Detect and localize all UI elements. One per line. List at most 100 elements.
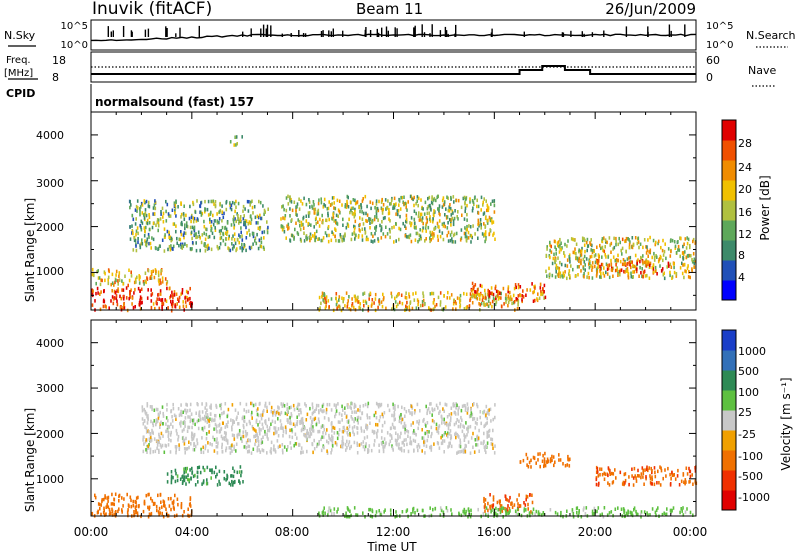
velocity-cell-2 — [206, 415, 208, 419]
velocity-cell-5 — [642, 471, 645, 475]
power-cell-3 — [405, 226, 407, 230]
velocity-cell-2 — [476, 435, 478, 440]
velocity-cell-2 — [195, 411, 197, 415]
power-cell-2 — [211, 199, 214, 204]
velocity-cell-3 — [504, 494, 507, 498]
power-cell-2 — [163, 227, 166, 231]
power-cell-3 — [340, 235, 342, 239]
power-cell-3 — [359, 209, 361, 214]
velocity-cell-2 — [395, 431, 397, 435]
velocity-cell-6 — [434, 506, 437, 511]
velocity-cell-6 — [390, 512, 392, 516]
power-cell-0 — [169, 286, 171, 290]
power-cell-6 — [671, 238, 674, 243]
velocity-cell-2 — [274, 448, 276, 452]
velocity-cell-5 — [651, 482, 653, 486]
power-cell-2 — [207, 243, 209, 248]
velocity-cell-6 — [534, 512, 536, 516]
velocity-cell-2 — [309, 427, 311, 431]
velocity-cell-2 — [223, 431, 226, 435]
velocity-cell-1 — [179, 477, 182, 481]
velocity-cell-5 — [601, 472, 604, 477]
velocity-cell-6 — [682, 506, 684, 510]
power-cell-4 — [517, 303, 519, 307]
power-cell-0 — [172, 295, 174, 299]
power-cell-3 — [354, 207, 356, 212]
power-cell-6 — [606, 272, 609, 276]
velocity-cell-2 — [161, 443, 164, 448]
velocity-cell-2 — [468, 414, 471, 419]
power-cell-4 — [483, 303, 485, 307]
velocity-cell-2 — [141, 408, 144, 413]
power-cell-5 — [539, 282, 542, 287]
power-cell-5 — [479, 283, 482, 288]
velocity-cell-4 — [537, 458, 539, 462]
power-cell-2 — [267, 207, 269, 211]
power-cell-2 — [243, 243, 245, 247]
power-cell-2 — [170, 244, 172, 248]
power-cell-2 — [159, 244, 161, 248]
velocity-cell-2 — [402, 440, 404, 445]
power-cell-1 — [93, 273, 95, 277]
power-cell-5 — [502, 286, 505, 291]
velocity-cell-3 — [489, 506, 492, 511]
velocity-cell-6 — [606, 513, 609, 517]
velocity-cell-2 — [445, 403, 448, 407]
velocity-cell-2 — [285, 430, 287, 434]
power-cell-0 — [105, 305, 107, 309]
power-cell-3 — [329, 203, 332, 207]
power-cell-4 — [463, 307, 466, 311]
power-cell-1 — [128, 278, 131, 283]
velocity-cell-2 — [426, 438, 429, 443]
velocity-cell-2 — [253, 428, 256, 432]
velocity-cell-0 — [98, 502, 101, 507]
vel-ytick-4000: 4000 — [36, 337, 64, 350]
power-cell-3 — [346, 199, 348, 204]
power-cell-4 — [422, 298, 425, 303]
power-cell-4 — [346, 305, 349, 309]
velocity-cell-2 — [327, 417, 330, 421]
velocity-cell-5 — [628, 475, 630, 479]
velocity-cell-2 — [210, 406, 212, 410]
velocity-cell-1 — [184, 466, 187, 471]
power-cell-3 — [423, 212, 426, 216]
power-cell-3 — [471, 209, 474, 213]
velocity-cell-2 — [457, 412, 459, 416]
velocity-cell-2 — [289, 441, 292, 445]
power-cell-2 — [180, 220, 183, 225]
velocity-cell-2 — [182, 435, 185, 440]
power-cell-4 — [351, 302, 354, 306]
velocity-cell-2 — [311, 442, 314, 447]
power-cell-3 — [351, 211, 353, 215]
velocity-cell-3 — [496, 500, 499, 505]
power-cell-2 — [232, 234, 234, 238]
power-cell-3 — [431, 195, 433, 199]
power-cell-3 — [445, 207, 447, 211]
power-cell-6 — [583, 243, 586, 247]
velocity-cell-4 — [551, 454, 553, 459]
power-cell-1 — [146, 276, 148, 280]
power-cell-3 — [375, 228, 377, 232]
velocity-cell-2 — [400, 446, 403, 451]
power-cell-3 — [364, 194, 367, 199]
power-cell-5 — [542, 287, 544, 291]
power-cell-0 — [182, 300, 184, 304]
velocity-cell-5 — [650, 482, 653, 486]
velocity-cell-2 — [330, 408, 333, 412]
velocity-cell-5 — [611, 471, 613, 476]
velocity-cell-2 — [160, 420, 162, 425]
velocity-cell-2 — [204, 444, 207, 448]
power-cell-3 — [459, 238, 462, 242]
velocity-cell-2 — [353, 410, 356, 414]
power-cell-6 — [691, 267, 693, 271]
velocity-cell-2 — [303, 433, 305, 437]
velocity-cell-1 — [170, 470, 173, 474]
power-cell-6 — [588, 262, 590, 266]
velocity-cell-2 — [145, 430, 148, 434]
power-cell-5 — [532, 299, 535, 303]
power-cell-3 — [447, 221, 449, 225]
velocity-cell-2 — [175, 428, 178, 433]
power-cell-2 — [141, 242, 144, 246]
velocity-cell-4 — [564, 464, 567, 468]
vel-cbar-tick-25: 25 — [738, 406, 752, 419]
